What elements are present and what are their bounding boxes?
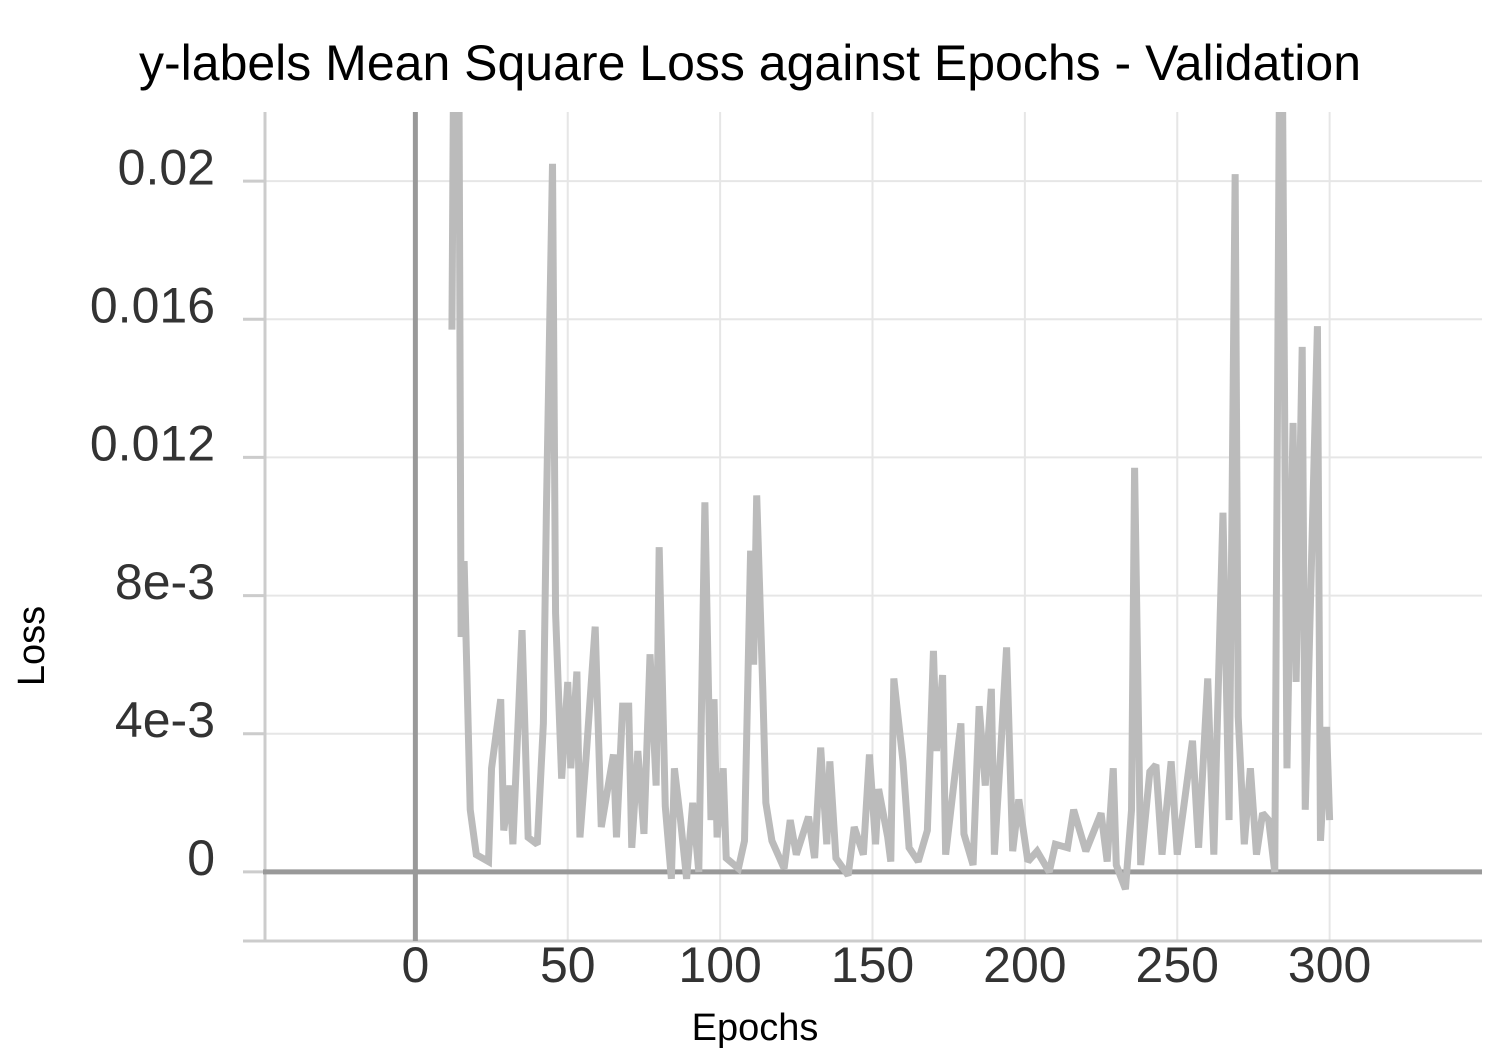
- x-axis-label: Epochs: [692, 1007, 819, 1049]
- x-tick-label: 50: [540, 937, 596, 993]
- series-group: [448, 112, 1334, 891]
- axes: [243, 112, 1482, 943]
- y-tick-label: 8e-3: [115, 554, 215, 610]
- y-tick-label: 0: [187, 830, 215, 886]
- x-tick-label: 150: [831, 937, 914, 993]
- x-tick-label: 0: [401, 937, 429, 993]
- x-tick-label: 300: [1288, 937, 1371, 993]
- data-line: [448, 112, 1334, 891]
- y-tick-label: 0.012: [90, 416, 215, 472]
- y-tick-label: 4e-3: [115, 692, 215, 748]
- y-tick-label: 0.02: [118, 139, 215, 195]
- y-tick-label: 0.016: [90, 277, 215, 333]
- x-tick-label: 250: [1136, 937, 1219, 993]
- y-axis-label: Loss: [11, 606, 53, 686]
- x-tick-label: 200: [983, 937, 1066, 993]
- x-tick-label: 100: [678, 937, 761, 993]
- chart-title: y-labels Mean Square Loss against Epochs…: [139, 35, 1361, 91]
